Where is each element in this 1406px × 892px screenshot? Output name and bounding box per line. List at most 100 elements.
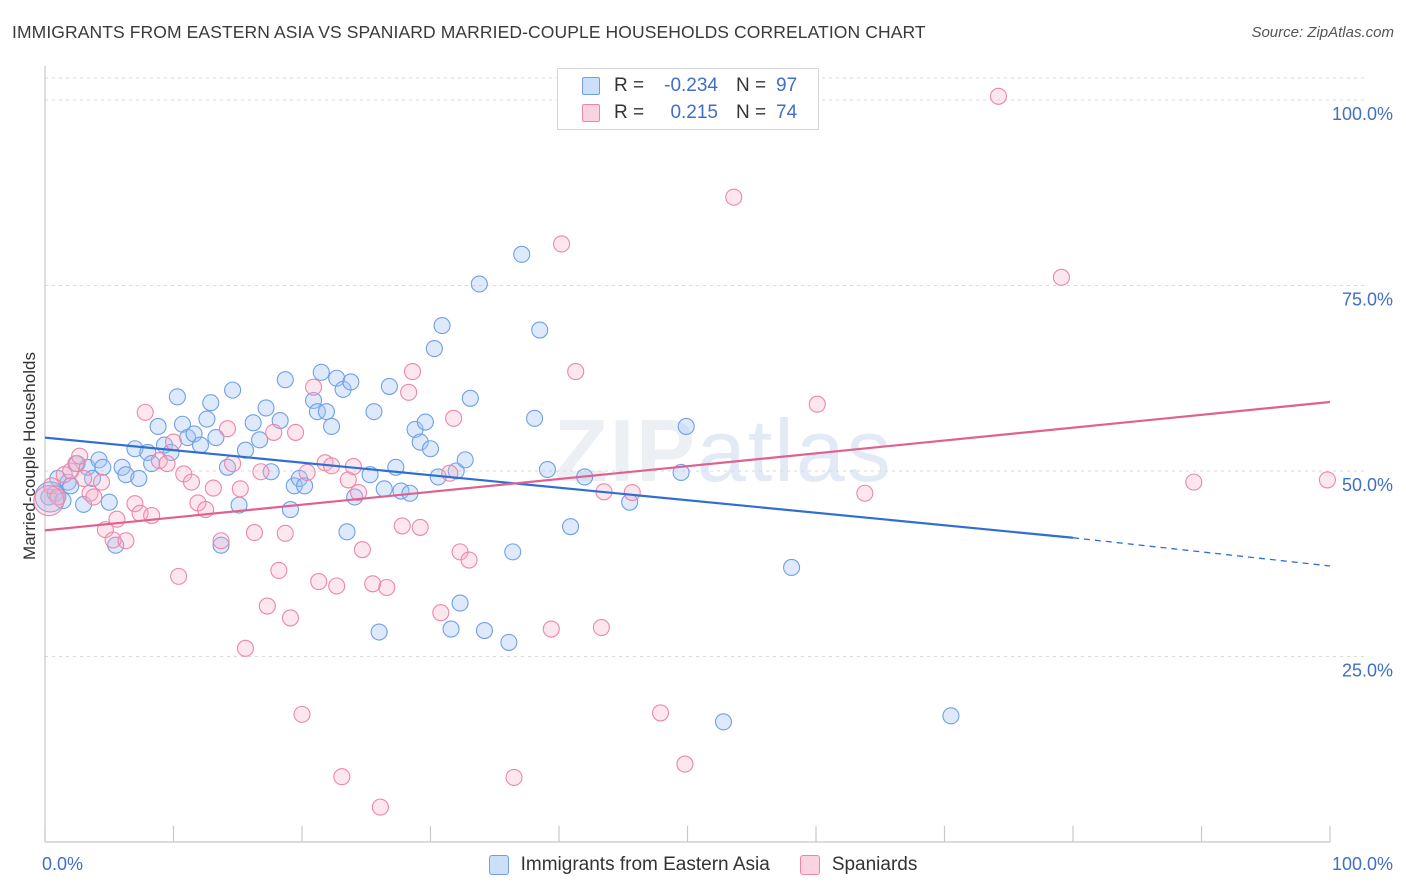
data-point-eastern-asia: [198, 410, 216, 428]
data-point-eastern-asia: [425, 340, 443, 358]
data-point-eastern-asia: [338, 523, 356, 541]
watermark: ZIPatlas: [554, 400, 893, 502]
r-label: R =: [614, 102, 645, 123]
data-point-eastern-asia: [130, 469, 148, 487]
legend-label: Spaniards: [831, 854, 918, 875]
data-point-eastern-asia: [783, 558, 801, 577]
data-point-eastern-asia: [470, 275, 488, 293]
chart-title: IMMIGRANTS FROM EASTERN ASIA VS SPANIARD…: [12, 22, 926, 42]
data-point-spaniards: [542, 620, 560, 638]
data-point-spaniards: [1052, 268, 1070, 286]
data-point-eastern-asia: [475, 621, 494, 640]
data-point-spaniards: [126, 495, 144, 513]
data-point-eastern-asia: [251, 431, 269, 449]
data-point-eastern-asia: [942, 707, 960, 725]
data-point-eastern-asia: [513, 245, 531, 263]
y-tick-label: 25.0%: [1342, 661, 1393, 681]
data-point-eastern-asia: [244, 414, 262, 432]
r-value: -0.234: [664, 75, 718, 96]
data-point-spaniards: [104, 531, 122, 549]
y-tick-label: 50.0%: [1342, 475, 1393, 495]
data-point-spaniards: [170, 567, 188, 585]
data-point-eastern-asia: [168, 388, 186, 406]
y-tick-label: 75.0%: [1342, 290, 1393, 310]
stats-row-blue: R = -0.234 N = 97: [582, 73, 797, 99]
data-point-spaniards: [71, 447, 89, 465]
data-point-eastern-asia: [173, 415, 192, 433]
source-label: Source: ZipAtlas.com: [1251, 24, 1394, 41]
data-point-spaniards: [333, 768, 351, 786]
data-point-eastern-asia: [562, 518, 580, 536]
data-point-spaniards: [445, 409, 463, 427]
legend-swatch-pink: [799, 855, 820, 875]
data-point-spaniards: [328, 577, 346, 595]
watermark-part2: atlas: [696, 401, 893, 500]
data-point-eastern-asia: [276, 371, 294, 389]
data-point-spaniards: [339, 471, 357, 489]
data-point-spaniards: [567, 363, 585, 381]
data-point-eastern-asia: [224, 381, 242, 399]
data-point-spaniards: [310, 573, 328, 591]
data-point-eastern-asia: [257, 399, 275, 417]
data-point-spaniards: [592, 619, 610, 637]
data-point-spaniards: [305, 378, 323, 396]
data-point-spaniards: [378, 578, 396, 597]
data-point-eastern-asia: [323, 417, 341, 436]
data-point-spaniards: [293, 705, 311, 723]
axes: [44, 66, 1331, 843]
data-point-spaniards: [400, 383, 418, 401]
data-point-spaniards: [212, 532, 230, 550]
points-layer: [33, 87, 1336, 816]
data-point-spaniards: [460, 551, 478, 569]
data-point-eastern-asia: [312, 363, 330, 381]
data-point-eastern-asia: [456, 451, 474, 469]
data-point-spaniards: [252, 463, 270, 481]
data-point-spaniards: [1318, 471, 1336, 489]
data-point-eastern-asia: [672, 463, 690, 482]
data-point-eastern-asia: [281, 501, 299, 519]
data-point-spaniards: [393, 517, 411, 535]
legend-swatch-blue: [488, 855, 509, 875]
data-point-eastern-asia: [526, 409, 544, 427]
data-point-spaniards: [505, 768, 523, 786]
data-point-spaniards: [204, 479, 222, 497]
stats-row-pink: R = 0.215 N = 74: [582, 100, 797, 126]
data-point-spaniards: [989, 87, 1008, 105]
stats-swatch-blue: [582, 77, 600, 95]
data-point-eastern-asia: [531, 321, 549, 339]
tick-labels: 25.0% 50.0% 75.0% 100.0% 0.0% 100.0%: [42, 104, 1393, 874]
data-point-spaniards: [371, 798, 389, 816]
data-point-eastern-asia: [305, 391, 323, 410]
trend-line-spaniards: [44, 400, 1331, 532]
data-point-eastern-asia: [421, 440, 440, 458]
stats-swatch-pink: [582, 104, 600, 122]
data-point-eastern-asia: [380, 377, 398, 395]
data-point-spaniards: [236, 639, 255, 657]
data-point-eastern-asia: [461, 389, 479, 407]
data-point-spaniards: [258, 597, 276, 615]
data-point-spaniards: [224, 455, 242, 473]
data-point-spaniards: [553, 235, 571, 253]
data-point-eastern-asia: [308, 403, 326, 421]
data-point-spaniards: [623, 483, 641, 502]
data-point-spaniards: [287, 423, 305, 441]
data-point-spaniards: [182, 473, 201, 491]
data-point-spaniards: [441, 464, 459, 482]
n-value: 74: [776, 102, 798, 123]
n-label: N =: [736, 102, 767, 123]
y-tick-label: 100.0%: [1332, 104, 1393, 124]
x-tick-label: 100.0%: [1332, 854, 1393, 874]
legend-item-eastern-asia[interactable]: Immigrants from Eastern Asia: [488, 854, 770, 876]
data-point-spaniards: [270, 561, 288, 579]
data-point-spaniards: [432, 604, 450, 622]
data-point-spaniards: [725, 188, 743, 206]
n-label: N =: [736, 75, 767, 96]
data-point-eastern-asia: [451, 594, 469, 612]
data-point-spaniards: [353, 541, 371, 559]
data-point-spaniards: [281, 609, 299, 627]
legend-item-spaniards[interactable]: Spaniards: [799, 854, 918, 876]
data-point-eastern-asia: [149, 417, 167, 436]
data-point-spaniards: [136, 403, 154, 421]
data-point-eastern-asia: [714, 713, 733, 731]
